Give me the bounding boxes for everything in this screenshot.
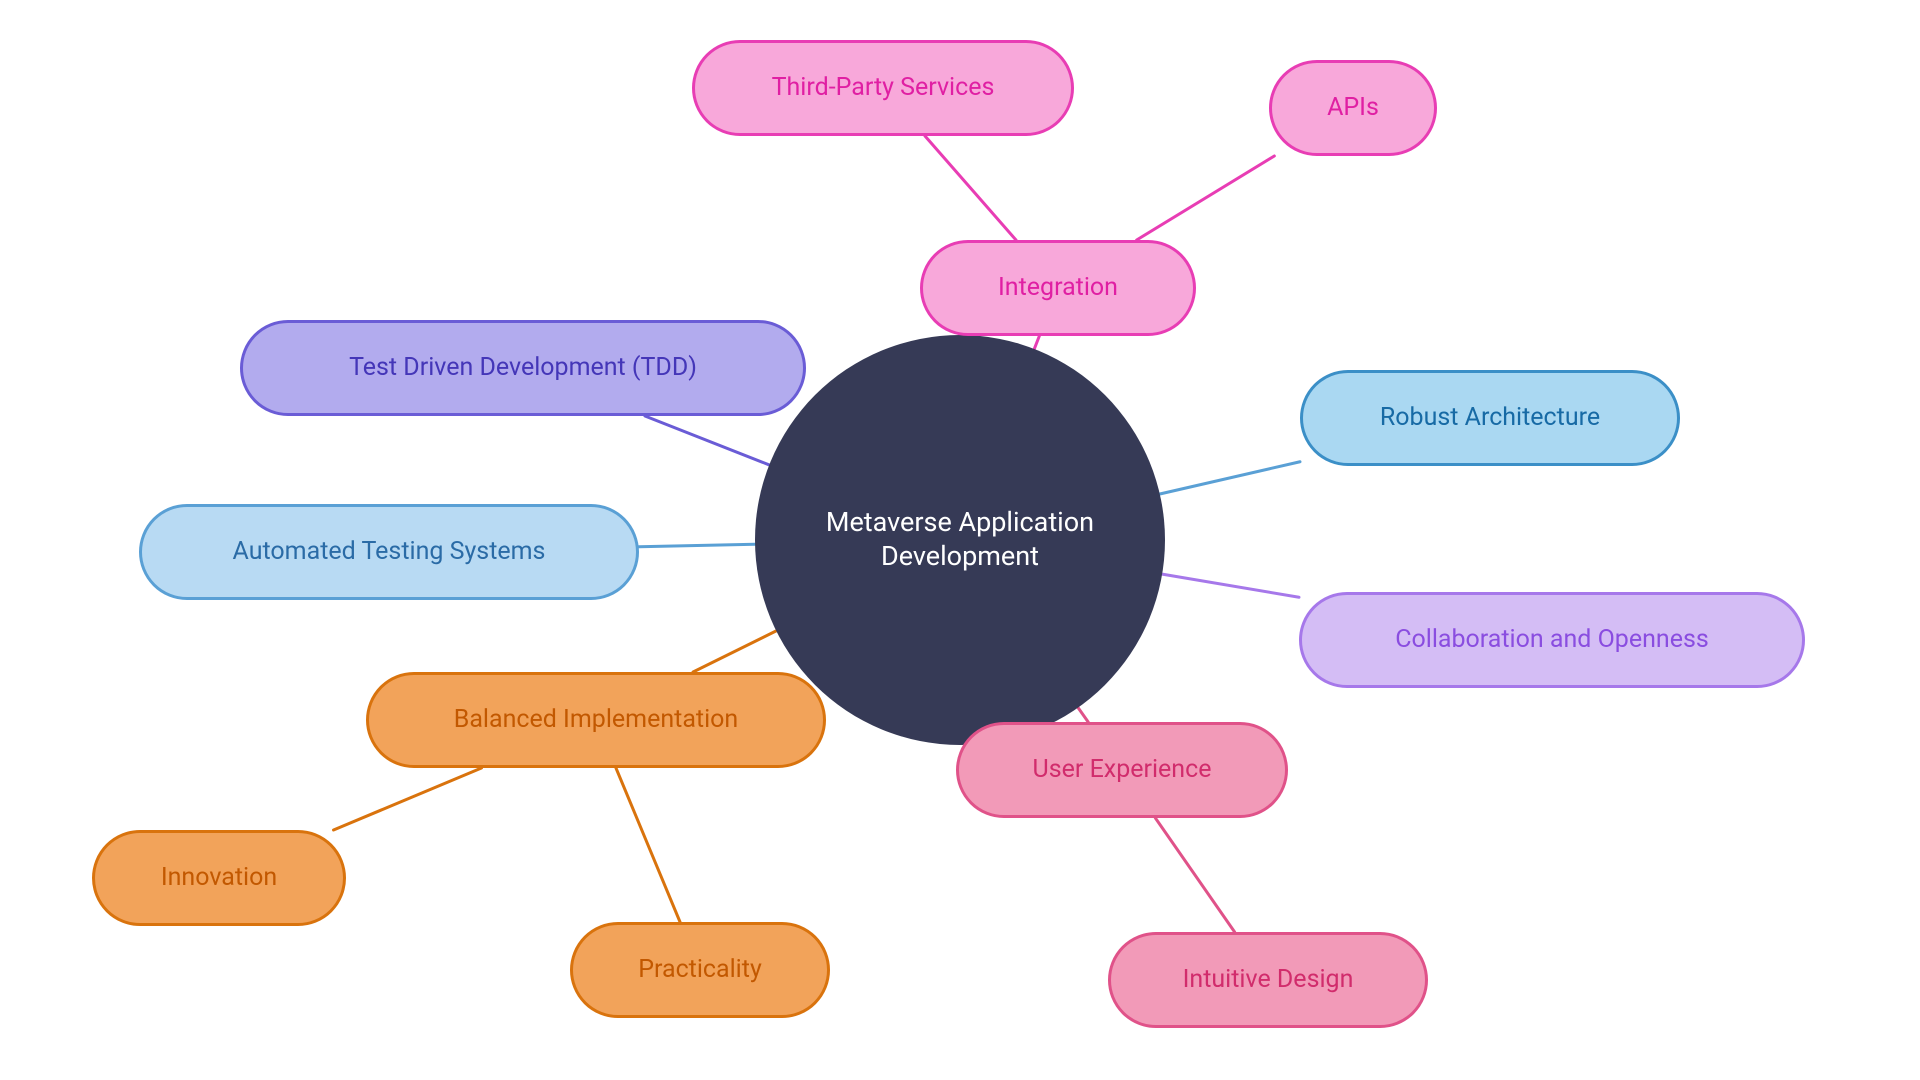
edge: [616, 768, 680, 922]
node-innovation: Innovation: [92, 830, 346, 926]
node-ux: User Experience: [956, 722, 1288, 818]
center-node-label: Metaverse Application Development: [826, 506, 1094, 574]
node-robust: Robust Architecture: [1300, 370, 1680, 466]
edge: [1155, 818, 1234, 932]
edge: [1137, 156, 1275, 240]
edge: [1160, 462, 1300, 494]
node-label: Third-Party Services: [772, 72, 995, 103]
node-collab: Collaboration and Openness: [1299, 592, 1805, 688]
node-label: Collaboration and Openness: [1395, 624, 1709, 655]
node-practicality: Practicality: [570, 922, 830, 1018]
edge: [693, 631, 776, 672]
mindmap-canvas: Metaverse Application Development Integra…: [0, 0, 1920, 1080]
edge: [1078, 708, 1088, 722]
node-ats: Automated Testing Systems: [139, 504, 639, 600]
node-label: Test Driven Development (TDD): [349, 352, 697, 383]
node-label: Innovation: [161, 862, 277, 893]
edge: [645, 416, 769, 465]
node-label: Integration: [998, 272, 1118, 303]
node-third_party: Third-Party Services: [692, 40, 1074, 136]
node-label: APIs: [1327, 92, 1379, 123]
node-label: Practicality: [638, 954, 762, 985]
node-label: Intuitive Design: [1183, 964, 1354, 995]
node-balanced: Balanced Implementation: [366, 672, 826, 768]
node-label: Balanced Implementation: [454, 704, 739, 735]
center-node: Metaverse Application Development: [755, 335, 1165, 745]
node-tdd: Test Driven Development (TDD): [240, 320, 806, 416]
node-intuitive: Intuitive Design: [1108, 932, 1428, 1028]
node-label: Robust Architecture: [1380, 402, 1600, 433]
node-label: User Experience: [1033, 754, 1212, 785]
edge: [925, 136, 1016, 240]
edge: [1162, 574, 1299, 597]
edge: [1034, 336, 1039, 349]
node-label: Automated Testing Systems: [233, 536, 546, 567]
node-integration: Integration: [920, 240, 1196, 336]
edge: [334, 768, 482, 830]
edge: [639, 544, 755, 546]
node-apis: APIs: [1269, 60, 1437, 156]
